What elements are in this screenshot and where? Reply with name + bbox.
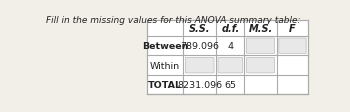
Text: d.f.: d.f. bbox=[221, 24, 239, 33]
FancyBboxPatch shape bbox=[186, 58, 214, 73]
Text: TOTAL: TOTAL bbox=[148, 80, 182, 89]
FancyBboxPatch shape bbox=[279, 39, 306, 54]
Text: 789.096: 789.096 bbox=[180, 42, 219, 51]
FancyBboxPatch shape bbox=[247, 58, 275, 73]
Text: 8231.096: 8231.096 bbox=[177, 80, 222, 89]
Text: M.S.: M.S. bbox=[248, 24, 273, 33]
FancyBboxPatch shape bbox=[247, 39, 275, 54]
FancyBboxPatch shape bbox=[218, 58, 243, 73]
Text: Within: Within bbox=[150, 61, 180, 70]
Bar bbox=[147, 20, 308, 95]
Text: 4: 4 bbox=[228, 42, 233, 51]
Text: S.S.: S.S. bbox=[189, 24, 210, 33]
Text: 65: 65 bbox=[224, 80, 236, 89]
Text: Fill in the missing values for this ANOVA summary table:: Fill in the missing values for this ANOV… bbox=[47, 16, 301, 25]
Text: F: F bbox=[289, 24, 296, 33]
Text: Between: Between bbox=[142, 42, 188, 51]
